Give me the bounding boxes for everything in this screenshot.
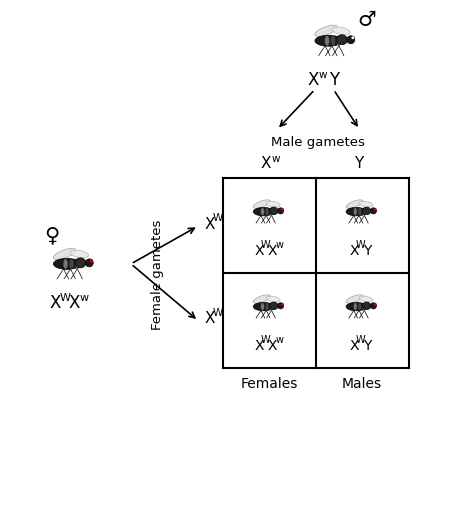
Ellipse shape (270, 208, 278, 215)
Ellipse shape (363, 209, 366, 216)
Ellipse shape (85, 260, 93, 267)
Text: W: W (356, 240, 365, 250)
Text: X: X (254, 243, 264, 257)
Ellipse shape (53, 249, 76, 260)
Text: X: X (261, 156, 272, 171)
Text: W: W (261, 240, 270, 250)
Ellipse shape (261, 303, 264, 311)
Ellipse shape (358, 209, 362, 216)
Ellipse shape (351, 37, 355, 40)
Text: W: W (60, 292, 71, 302)
Text: W: W (213, 308, 223, 318)
Ellipse shape (315, 36, 342, 47)
Ellipse shape (354, 303, 357, 311)
Text: W: W (261, 335, 270, 345)
Text: w: w (272, 154, 280, 164)
Ellipse shape (332, 28, 350, 35)
Ellipse shape (363, 208, 371, 215)
Text: Females: Females (241, 376, 298, 390)
Text: X: X (268, 338, 277, 352)
Text: X: X (308, 71, 319, 88)
Ellipse shape (370, 209, 376, 215)
Ellipse shape (358, 303, 362, 311)
Text: X: X (349, 338, 359, 352)
Ellipse shape (253, 200, 270, 209)
Ellipse shape (90, 260, 93, 263)
Text: X: X (268, 243, 277, 257)
Ellipse shape (253, 295, 270, 304)
Ellipse shape (270, 302, 278, 310)
Ellipse shape (325, 37, 329, 46)
Text: w: w (275, 335, 283, 345)
Text: W: W (213, 213, 223, 223)
Ellipse shape (359, 202, 373, 208)
Ellipse shape (374, 209, 376, 211)
Ellipse shape (270, 303, 273, 311)
Text: Y: Y (364, 243, 372, 257)
Text: w: w (79, 292, 89, 302)
Ellipse shape (270, 209, 273, 216)
Ellipse shape (346, 208, 367, 217)
Ellipse shape (278, 209, 283, 215)
Ellipse shape (281, 209, 283, 211)
Text: W: W (356, 335, 365, 345)
Ellipse shape (69, 260, 73, 269)
Ellipse shape (346, 303, 367, 311)
Text: X: X (69, 293, 80, 311)
Ellipse shape (281, 304, 283, 306)
Text: ♀: ♀ (45, 225, 60, 244)
Ellipse shape (265, 303, 269, 311)
Ellipse shape (363, 303, 366, 311)
Ellipse shape (75, 259, 86, 268)
Ellipse shape (354, 209, 357, 216)
Ellipse shape (359, 296, 373, 302)
Ellipse shape (331, 37, 335, 46)
Ellipse shape (347, 37, 355, 44)
Ellipse shape (370, 303, 376, 309)
Ellipse shape (253, 208, 274, 217)
Ellipse shape (253, 303, 274, 311)
Text: X: X (254, 338, 264, 352)
Ellipse shape (64, 260, 68, 269)
Ellipse shape (75, 260, 80, 269)
Text: X: X (50, 293, 61, 311)
Text: X: X (204, 216, 215, 231)
Ellipse shape (337, 36, 347, 45)
Text: Males: Males (342, 376, 382, 390)
Ellipse shape (346, 295, 363, 304)
Text: ♂: ♂ (357, 11, 376, 30)
Ellipse shape (261, 209, 264, 216)
Text: w: w (319, 70, 328, 80)
Ellipse shape (265, 209, 269, 216)
Text: w: w (275, 240, 283, 250)
Ellipse shape (374, 304, 376, 306)
Ellipse shape (266, 296, 280, 302)
Ellipse shape (266, 202, 280, 208)
Ellipse shape (363, 302, 371, 310)
Text: Female gametes: Female gametes (151, 219, 164, 329)
Text: X: X (204, 311, 215, 326)
Ellipse shape (315, 26, 337, 37)
Text: Y: Y (328, 71, 338, 88)
Ellipse shape (278, 303, 283, 309)
Text: Y: Y (364, 338, 372, 352)
Text: Y: Y (354, 156, 363, 171)
Ellipse shape (346, 200, 363, 209)
Ellipse shape (337, 37, 341, 46)
Ellipse shape (54, 259, 81, 270)
Ellipse shape (70, 250, 89, 258)
Text: Male gametes: Male gametes (271, 136, 365, 149)
Text: X: X (349, 243, 359, 257)
